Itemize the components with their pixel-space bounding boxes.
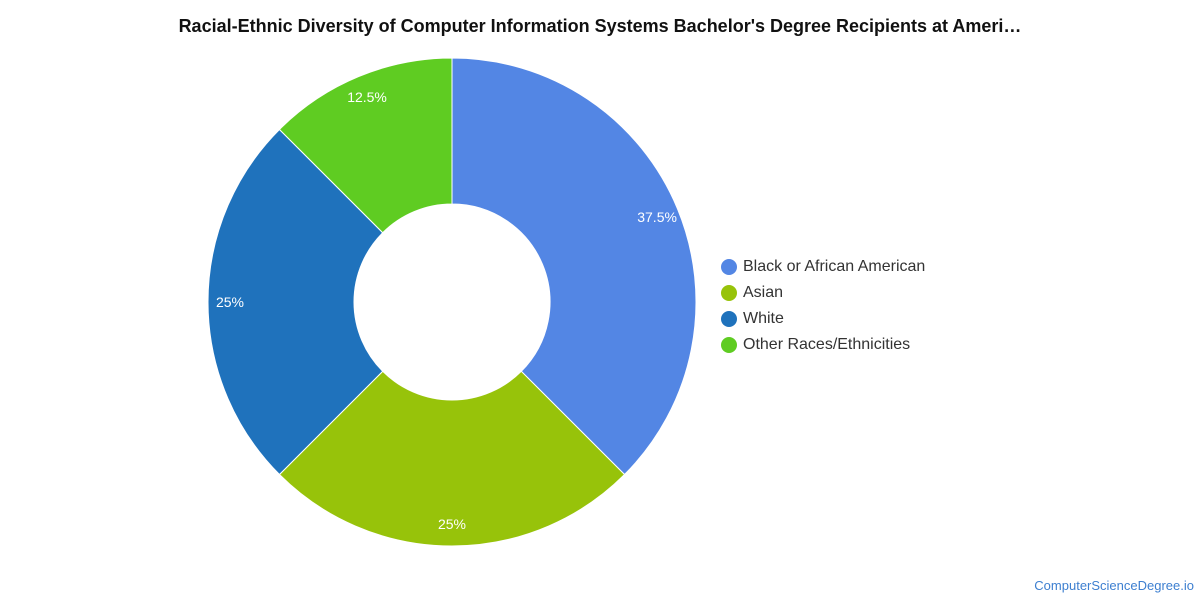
- legend-label: Other Races/Ethnicities: [743, 336, 911, 353]
- legend-item-black-or-african-american[interactable]: Black or African American: [721, 254, 925, 280]
- slice-value-label: 25%: [216, 294, 244, 310]
- legend-swatch: [721, 337, 737, 353]
- slice-value-label: 25%: [438, 516, 466, 532]
- legend-item-other-races-ethnicities[interactable]: Other Races/Ethnicities: [721, 332, 925, 358]
- legend-item-asian[interactable]: Asian: [721, 280, 925, 306]
- slice-value-label: 12.5%: [347, 89, 387, 105]
- chart-title: Racial-Ethnic Diversity of Computer Info…: [178, 16, 1022, 36]
- source-credit-link[interactable]: ComputerScienceDegree.io: [1034, 578, 1194, 593]
- slice-value-label: 37.5%: [637, 209, 677, 225]
- legend-label: White: [743, 310, 784, 327]
- donut-slice-other-races-ethnicities[interactable]: [278, 57, 453, 234]
- legend-swatch: [721, 259, 737, 275]
- legend-label: Asian: [743, 284, 784, 301]
- legend-label: Black or African American: [743, 258, 926, 275]
- donut-slice-black-or-african-american[interactable]: [451, 57, 697, 476]
- chart-legend: Black or African American Asian White Other…: [721, 254, 925, 358]
- donut-slice-asian[interactable]: [278, 370, 626, 547]
- donut-slice-white[interactable]: [207, 128, 384, 476]
- legend-swatch: [721, 311, 737, 327]
- legend-item-white[interactable]: White: [721, 306, 925, 332]
- legend-swatch: [721, 285, 737, 301]
